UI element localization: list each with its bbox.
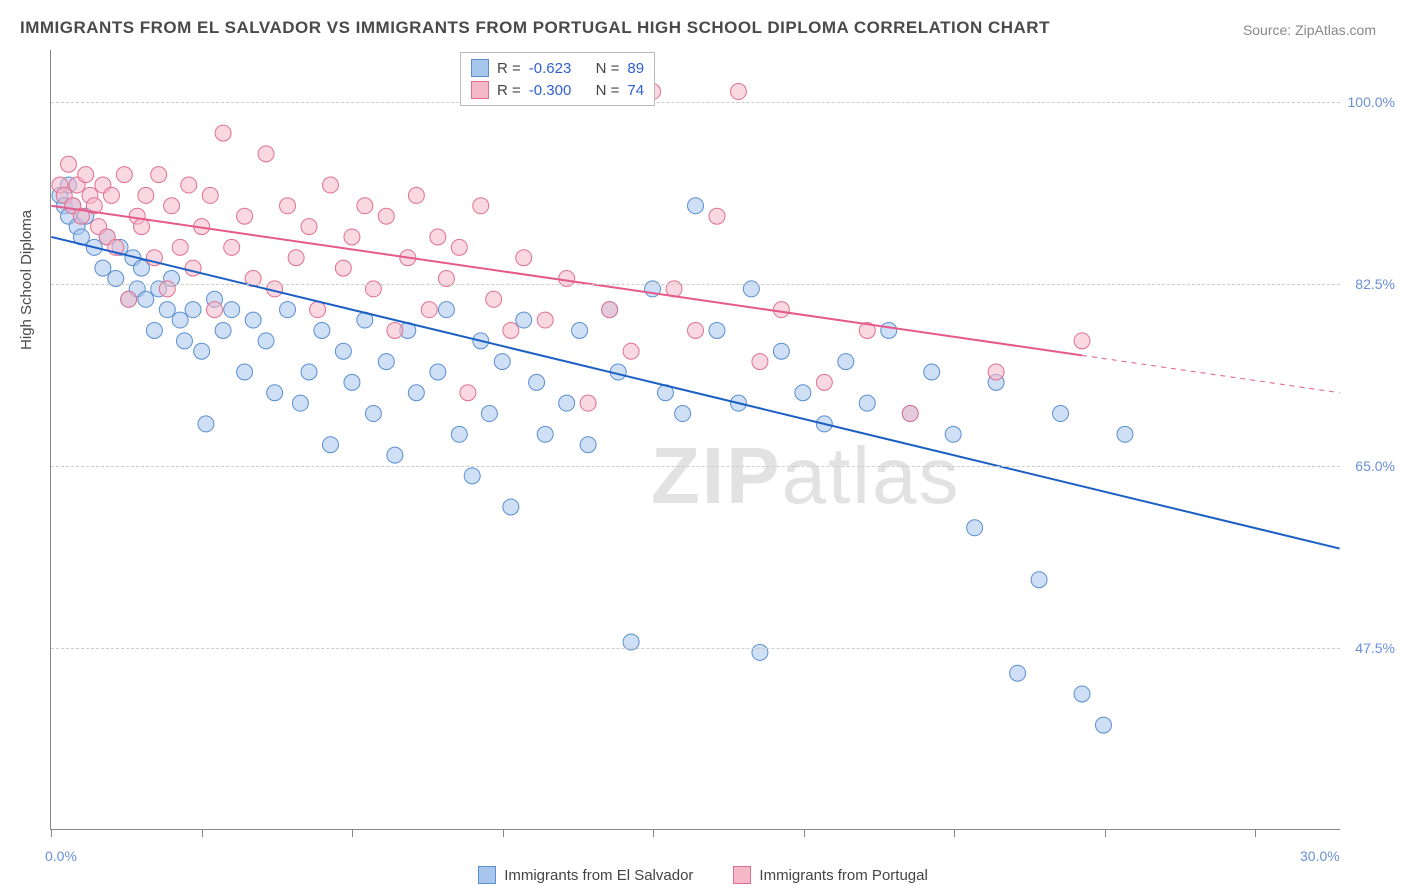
legend-item-1: Immigrants from Portugal (733, 866, 927, 884)
x-tick (1105, 829, 1106, 837)
legend-swatch-0 (478, 866, 496, 884)
gridline (51, 466, 1340, 467)
x-tick (51, 829, 52, 837)
r-label: R = (497, 60, 521, 77)
y-tick-label: 100.0% (1348, 94, 1395, 110)
x-tick (804, 829, 805, 837)
bottom-legend: Immigrants from El Salvador Immigrants f… (0, 866, 1406, 884)
plot-area: ZIPatlas 47.5%65.0%82.5%100.0% (50, 50, 1340, 830)
chart-svg (51, 50, 1340, 829)
n-value-1: 74 (627, 82, 644, 99)
x-tick (202, 829, 203, 837)
y-tick-label: 82.5% (1355, 276, 1395, 292)
n-label: N = (596, 82, 620, 99)
r-label: R = (497, 82, 521, 99)
y-tick-label: 65.0% (1355, 458, 1395, 474)
legend-swatch-1 (733, 866, 751, 884)
swatch-series-1 (471, 81, 489, 99)
gridline (51, 102, 1340, 103)
x-axis-max-label: 30.0% (1300, 848, 1340, 864)
x-tick (954, 829, 955, 837)
x-axis-min-label: 0.0% (45, 848, 77, 864)
y-tick-label: 47.5% (1355, 640, 1395, 656)
x-tick (503, 829, 504, 837)
gridline (51, 648, 1340, 649)
legend-label-0: Immigrants from El Salvador (504, 867, 693, 884)
x-tick (653, 829, 654, 837)
stat-box: R = -0.623 N = 89 R = -0.300 N = 74 (460, 52, 655, 106)
gridline (51, 284, 1340, 285)
legend-item-0: Immigrants from El Salvador (478, 866, 693, 884)
chart-title: IMMIGRANTS FROM EL SALVADOR VS IMMIGRANT… (20, 18, 1050, 38)
swatch-series-0 (471, 59, 489, 77)
legend-label-1: Immigrants from Portugal (759, 867, 927, 884)
r-value-1: -0.300 (529, 82, 572, 99)
r-value-0: -0.623 (529, 60, 572, 77)
x-tick (352, 829, 353, 837)
y-axis-label: High School Diploma (18, 210, 35, 350)
x-tick (1255, 829, 1256, 837)
stat-row-0: R = -0.623 N = 89 (471, 57, 644, 79)
n-value-0: 89 (627, 60, 644, 77)
source-label: Source: ZipAtlas.com (1243, 22, 1376, 38)
stat-row-1: R = -0.300 N = 74 (471, 79, 644, 101)
n-label: N = (596, 60, 620, 77)
